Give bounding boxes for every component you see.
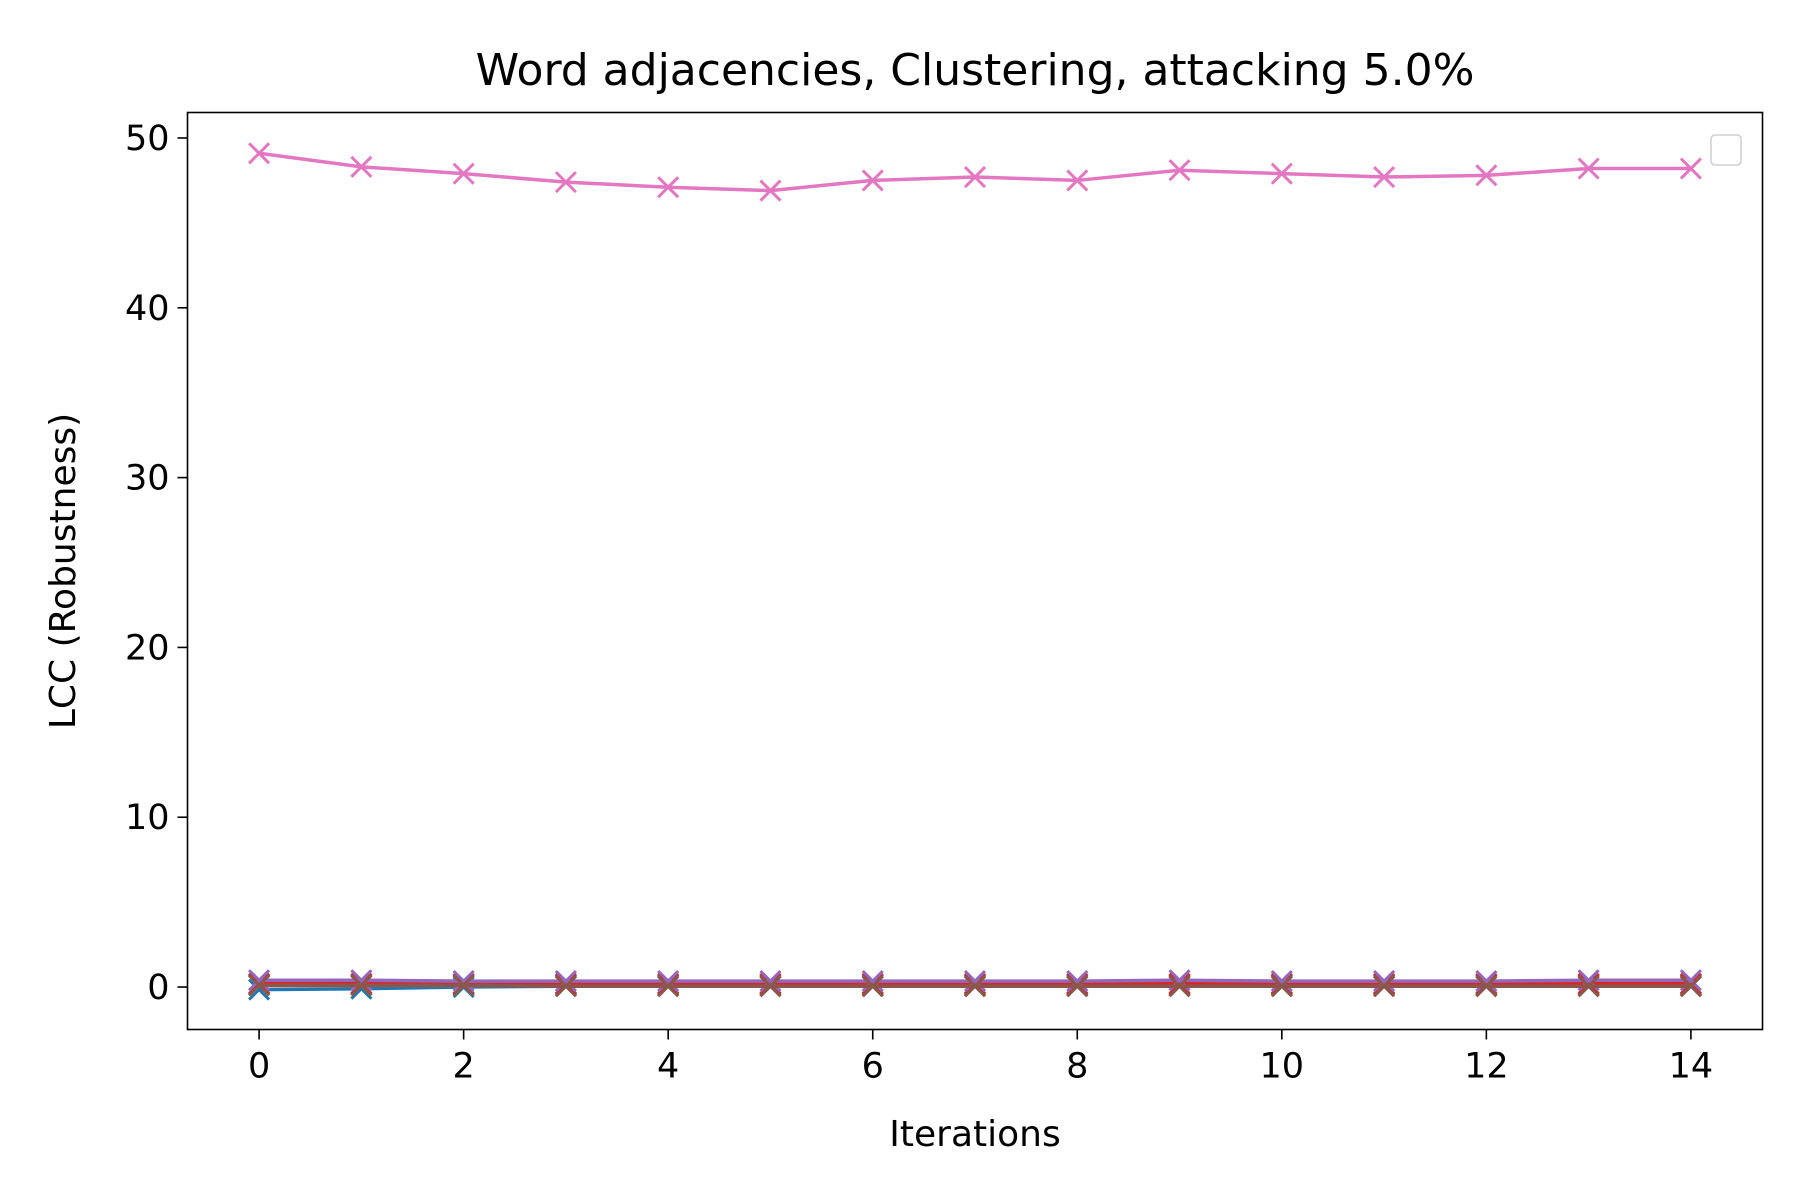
plot-frame (186, 111, 1764, 1031)
y-tick-label: 50 (125, 119, 170, 159)
data-point-marker (759, 179, 782, 202)
data-point-marker (1373, 975, 1396, 998)
data-point-marker (963, 165, 987, 189)
data-point-marker (657, 972, 680, 995)
data-point-marker (861, 169, 884, 192)
data-point-marker (1066, 975, 1089, 998)
data-point-marker (554, 975, 577, 998)
x-tick-label: 12 (1464, 1047, 1509, 1087)
data-point-marker (1475, 164, 1498, 187)
y-tick-label: 0 (147, 968, 169, 1008)
data-point-marker (554, 171, 577, 194)
x-tick-label: 14 (1669, 1047, 1714, 1087)
data-point-marker (759, 975, 782, 998)
y-tick-label: 20 (125, 628, 170, 668)
data-point-marker (1270, 975, 1293, 998)
data-point-marker (1679, 157, 1702, 180)
data-point-marker (1168, 972, 1191, 995)
data-point-marker (657, 176, 680, 199)
data-point-marker (1679, 975, 1702, 998)
data-point-marker (1066, 169, 1089, 192)
data-point-marker (350, 974, 373, 997)
data-point-marker (963, 972, 987, 995)
data-point-marker (1373, 972, 1396, 995)
data-point-marker (452, 974, 475, 997)
x-tick-label: 8 (1066, 1047, 1088, 1087)
data-point-marker (248, 142, 271, 165)
x-axis-label: Iterations (889, 1114, 1060, 1155)
data-point-marker (1270, 972, 1293, 995)
data-point-marker (1168, 975, 1191, 998)
data-point-marker (759, 972, 782, 995)
chart-title: Word adjacencies, Clustering, attacking … (476, 45, 1475, 96)
data-point-marker (1373, 165, 1396, 189)
data-point-marker (1270, 162, 1293, 185)
x-tick-label: 6 (862, 1047, 884, 1087)
tick-layer: 0 2 4 6 8 10 12 14 0 10 20 30 40 50 (125, 119, 1713, 1087)
series-layer (248, 142, 1702, 1001)
data-point-marker (1475, 975, 1498, 998)
data-point-marker (554, 972, 577, 995)
data-point-marker (1168, 159, 1191, 182)
x-tick-label: 4 (657, 1047, 679, 1087)
data-point-marker (1577, 975, 1600, 998)
y-tick-label: 10 (125, 798, 170, 838)
y-tick-label: 30 (125, 459, 170, 499)
data-point-marker (350, 155, 373, 178)
data-point-marker (1475, 972, 1498, 995)
data-point-marker (861, 972, 884, 995)
legend-box (1710, 134, 1742, 166)
data-point-marker (861, 975, 884, 998)
x-tick-label: 10 (1260, 1047, 1305, 1087)
data-point-marker (1577, 157, 1600, 180)
data-point-marker (248, 974, 271, 997)
series-5 (248, 974, 1702, 998)
data-point-marker (452, 970, 475, 993)
data-point-marker (657, 975, 680, 998)
data-point-marker (1066, 972, 1089, 995)
data-point-marker (1679, 972, 1702, 995)
data-point-marker (1577, 972, 1600, 995)
series-3 (248, 972, 1702, 995)
x-tick-label: 0 (248, 1047, 270, 1087)
y-tick-label: 40 (125, 289, 170, 329)
x-tick-label: 2 (452, 1047, 474, 1087)
y-axis-label: LCC (Robustness) (43, 413, 84, 729)
data-point-marker (963, 975, 987, 998)
data-point-marker (452, 162, 475, 185)
series-6 (248, 142, 1702, 202)
